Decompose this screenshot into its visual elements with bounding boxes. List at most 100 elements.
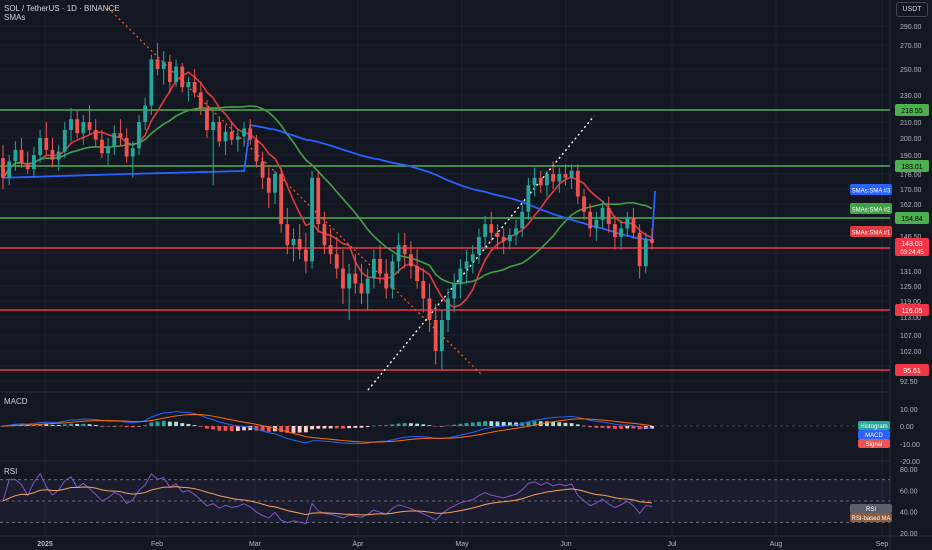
indicator-title[interactable]: SMAs bbox=[4, 13, 26, 22]
time-label-jun[interactable]: Jun bbox=[560, 541, 571, 548]
macd-histogram-bar bbox=[248, 426, 253, 431]
candle-body bbox=[217, 122, 222, 142]
candle-body bbox=[359, 283, 364, 294]
descending-trendline[interactable] bbox=[107, 7, 483, 376]
rsi-legend-0: RSI bbox=[866, 507, 876, 513]
candle-body bbox=[1, 158, 5, 178]
candle-body bbox=[452, 283, 457, 299]
sma-2-line bbox=[2, 105, 653, 285]
candle-body bbox=[427, 298, 432, 320]
time-label-mar[interactable]: Mar bbox=[249, 541, 262, 548]
macd-histogram-bar bbox=[427, 425, 432, 426]
macd-histogram-bar bbox=[254, 426, 259, 431]
macd-histogram-bar bbox=[130, 426, 135, 428]
sma-label-1: SMAs:SMA #3 bbox=[852, 189, 891, 195]
time-axis[interactable]: 2025 Feb Mar Apr May Jun Jul Aug Sep bbox=[37, 541, 888, 548]
symbol-title[interactable]: SOL / TetherUS · 1D · BINANCE bbox=[4, 4, 120, 13]
candle-body bbox=[13, 149, 18, 162]
candle-body bbox=[365, 278, 370, 294]
time-label-feb[interactable]: Feb bbox=[151, 541, 163, 548]
price-tick-label: 107.00 bbox=[900, 333, 922, 340]
macd-legend-bg bbox=[858, 421, 890, 430]
level-badge-116.05: 116.05 bbox=[902, 308, 923, 315]
level-badge-116.05-bg bbox=[895, 304, 929, 316]
candle-body bbox=[569, 170, 574, 178]
ascending-trendline[interactable] bbox=[367, 115, 595, 391]
macd-histogram-bar bbox=[192, 425, 197, 426]
price-tick-label: 190.00 bbox=[900, 153, 922, 160]
candle-body bbox=[557, 174, 562, 182]
candle-body bbox=[75, 119, 80, 134]
candle-body bbox=[112, 133, 117, 147]
macd-histogram-bar bbox=[56, 424, 61, 426]
macd-histogram-bar bbox=[532, 421, 537, 426]
candle-body bbox=[631, 217, 636, 233]
candle-body bbox=[532, 177, 537, 186]
rsi-title[interactable]: RSI bbox=[4, 467, 17, 476]
time-label-jul[interactable]: Jul bbox=[668, 541, 677, 548]
sma-3-line bbox=[2, 124, 653, 242]
macd-histogram-bar bbox=[38, 424, 43, 426]
macd-histogram-bar bbox=[631, 426, 636, 429]
candle-body bbox=[285, 224, 290, 246]
macd-tick-label: 10.00 bbox=[900, 407, 918, 414]
price-tick-label: 119.00 bbox=[900, 299, 921, 306]
macd-histogram-bar bbox=[291, 426, 296, 433]
macd-histogram-bar bbox=[569, 423, 574, 426]
candle-body bbox=[501, 237, 506, 242]
candle-body bbox=[99, 139, 104, 154]
candle-body bbox=[328, 245, 333, 255]
trend-lines[interactable] bbox=[107, 7, 595, 391]
macd-histogram-bar bbox=[297, 426, 302, 433]
macd-histogram-bar bbox=[545, 421, 549, 426]
candle-body bbox=[192, 82, 197, 93]
price-tick-label: 210.00 bbox=[900, 120, 922, 127]
macd-histogram-bar bbox=[563, 422, 568, 426]
candle-body bbox=[44, 138, 49, 150]
macd-histogram-bar bbox=[334, 426, 339, 429]
candle-body bbox=[235, 136, 240, 140]
macd-histogram-bar bbox=[421, 424, 426, 426]
macd-histogram-bar bbox=[310, 426, 314, 430]
level-badge-95.61: 95.61 bbox=[903, 368, 921, 375]
macd-histogram-bar bbox=[365, 426, 370, 427]
rsi-pane: RSI bbox=[0, 467, 890, 525]
candle-body bbox=[205, 108, 209, 130]
macd-histogram-bar bbox=[62, 424, 67, 426]
time-label-apr[interactable]: Apr bbox=[353, 541, 365, 548]
candle-body bbox=[384, 273, 389, 289]
candle-body bbox=[464, 261, 469, 269]
candle-body bbox=[514, 228, 518, 235]
candle-body bbox=[371, 259, 376, 279]
candle-body bbox=[347, 273, 352, 289]
currency-badge[interactable]: USDT bbox=[896, 2, 928, 17]
candle-body bbox=[458, 268, 463, 284]
macd-histogram-bar bbox=[69, 423, 73, 426]
sma-label-3: SMAs:SMA #1 bbox=[852, 231, 891, 237]
macd-histogram-bar bbox=[217, 426, 222, 431]
macd-histogram-bar bbox=[1, 426, 5, 427]
candle-body bbox=[396, 245, 401, 262]
time-label-sep[interactable]: Sep bbox=[876, 541, 889, 548]
macd-title[interactable]: MACD bbox=[4, 397, 28, 406]
time-label-may[interactable]: May bbox=[455, 541, 469, 548]
candle-body bbox=[87, 122, 92, 130]
time-label-2025[interactable]: 2025 bbox=[37, 541, 53, 548]
sma-lines bbox=[2, 71, 656, 308]
candle-body bbox=[291, 239, 296, 246]
macd-histogram-bar bbox=[483, 421, 488, 426]
macd-legend-macd: MACD bbox=[865, 433, 883, 439]
macd-histogram-bar bbox=[588, 426, 593, 428]
candle-body bbox=[582, 196, 586, 212]
horizontal-levels[interactable] bbox=[0, 109, 890, 371]
time-label-aug[interactable]: Aug bbox=[770, 541, 783, 548]
candle-body bbox=[507, 234, 512, 242]
macd-histogram-bar bbox=[384, 425, 389, 426]
candle-body bbox=[149, 59, 154, 106]
macd-histogram-bar bbox=[359, 426, 364, 428]
candle-body bbox=[279, 174, 284, 225]
price-tick-label: 146.50 bbox=[900, 234, 922, 241]
macd-histogram-bar bbox=[260, 426, 265, 432]
